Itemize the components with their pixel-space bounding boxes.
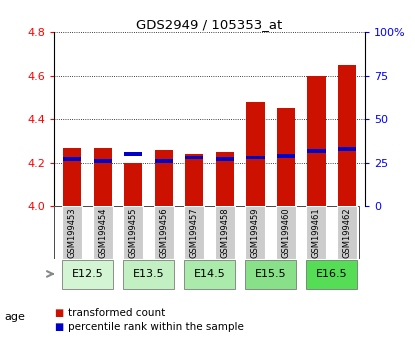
- Text: GSM199460: GSM199460: [281, 207, 290, 258]
- Bar: [246, 102, 264, 206]
- Bar: [276, 206, 296, 259]
- Text: E16.5: E16.5: [316, 269, 347, 279]
- Bar: [277, 108, 295, 206]
- Bar: [307, 75, 325, 206]
- Bar: [124, 152, 142, 156]
- Bar: [63, 148, 81, 206]
- Bar: [307, 149, 325, 153]
- Bar: [184, 206, 205, 259]
- Bar: [306, 206, 327, 259]
- Text: GSM199457: GSM199457: [190, 207, 199, 258]
- Bar: [338, 64, 356, 206]
- Text: ■: ■: [54, 308, 63, 318]
- Bar: [245, 261, 296, 289]
- Text: GSM199458: GSM199458: [220, 207, 229, 258]
- Text: GSM199459: GSM199459: [251, 207, 260, 258]
- Bar: [124, 163, 142, 206]
- Bar: [155, 159, 173, 163]
- Bar: [93, 206, 113, 259]
- Bar: [185, 156, 203, 160]
- Text: GSM199454: GSM199454: [98, 207, 107, 258]
- Bar: [94, 159, 112, 163]
- Text: GSM199462: GSM199462: [342, 207, 352, 258]
- Bar: [306, 261, 357, 289]
- Text: ■: ■: [54, 322, 63, 332]
- Text: E13.5: E13.5: [133, 269, 164, 279]
- Bar: [216, 158, 234, 161]
- Text: GSM199455: GSM199455: [129, 207, 138, 258]
- Text: GSM199453: GSM199453: [68, 207, 77, 258]
- Bar: [94, 148, 112, 206]
- Text: percentile rank within the sample: percentile rank within the sample: [68, 322, 244, 332]
- Text: GSM199456: GSM199456: [159, 207, 168, 258]
- Bar: [185, 154, 203, 206]
- Bar: [62, 261, 113, 289]
- Bar: [184, 261, 235, 289]
- Bar: [155, 150, 173, 206]
- Text: E15.5: E15.5: [255, 269, 286, 279]
- Bar: [63, 158, 81, 161]
- Bar: [277, 154, 295, 158]
- Bar: [337, 206, 357, 259]
- Text: E12.5: E12.5: [72, 269, 103, 279]
- Text: age: age: [4, 312, 25, 322]
- Bar: [123, 206, 143, 259]
- Bar: [245, 206, 266, 259]
- Text: transformed count: transformed count: [68, 308, 166, 318]
- Text: E14.5: E14.5: [194, 269, 225, 279]
- Text: GSM199461: GSM199461: [312, 207, 321, 258]
- Bar: [338, 147, 356, 151]
- Bar: [62, 206, 82, 259]
- Bar: [216, 152, 234, 206]
- Bar: [154, 206, 174, 259]
- Bar: [246, 156, 264, 160]
- Title: GDS2949 / 105353_at: GDS2949 / 105353_at: [137, 18, 283, 31]
- Bar: [123, 261, 174, 289]
- Bar: [215, 206, 235, 259]
